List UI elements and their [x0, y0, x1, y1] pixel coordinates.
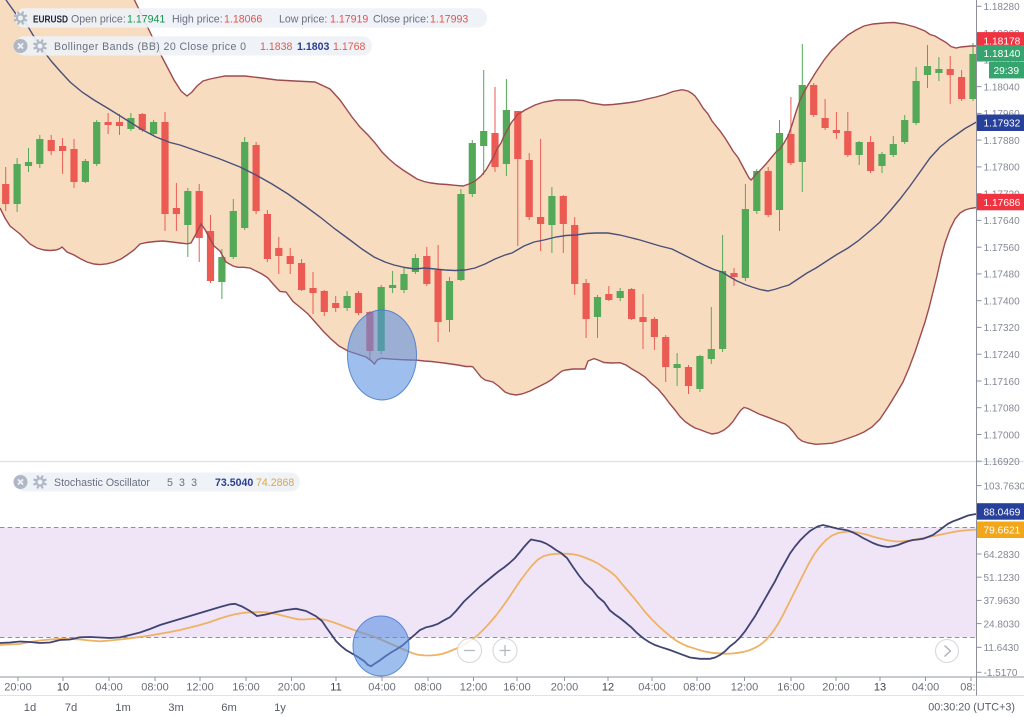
svg-text:12:00: 12:00: [460, 682, 488, 694]
svg-text:04:00: 04:00: [912, 682, 940, 694]
svg-text:29:39: 29:39: [994, 66, 1020, 77]
svg-text:1.17160: 1.17160: [984, 377, 1021, 388]
svg-text:16:00: 16:00: [777, 682, 805, 694]
svg-text:20:00: 20:00: [4, 682, 32, 694]
svg-text:1.16920: 1.16920: [984, 457, 1021, 468]
svg-text:3m: 3m: [168, 702, 184, 714]
svg-text:04:00: 04:00: [368, 682, 396, 694]
svg-text:11.6430: 11.6430: [984, 643, 1020, 654]
svg-text:1.17320: 1.17320: [984, 323, 1021, 334]
svg-text:12:00: 12:00: [186, 682, 214, 694]
svg-text:1.17686: 1.17686: [984, 198, 1021, 209]
svg-text:51.1230: 51.1230: [984, 573, 1021, 584]
svg-text:7d: 7d: [65, 702, 77, 714]
svg-text:1m: 1m: [115, 702, 131, 714]
svg-text:16:00: 16:00: [503, 682, 531, 694]
svg-text:88.0469: 88.0469: [984, 507, 1021, 518]
svg-text:20:00: 20:00: [278, 682, 306, 694]
svg-text:16:00: 16:00: [232, 682, 260, 694]
svg-text:1.17480: 1.17480: [984, 270, 1021, 281]
svg-text:1y: 1y: [274, 702, 286, 714]
svg-text:1.18040: 1.18040: [984, 82, 1021, 93]
svg-text:1.17400: 1.17400: [984, 297, 1021, 308]
svg-text:1.18280: 1.18280: [984, 2, 1021, 13]
svg-text:12: 12: [602, 682, 614, 694]
svg-text:-1.5170: -1.5170: [984, 668, 1018, 679]
svg-text:1.17880: 1.17880: [984, 136, 1021, 147]
svg-text:08:00: 08:00: [414, 682, 442, 694]
svg-text:1.18178: 1.18178: [984, 36, 1021, 47]
svg-text:103.7630: 103.7630: [984, 481, 1024, 492]
svg-text:1.18140: 1.18140: [984, 49, 1021, 60]
svg-text:1.17640: 1.17640: [984, 216, 1021, 227]
svg-text:00:30:20 (UTC+3): 00:30:20 (UTC+3): [928, 702, 1015, 714]
svg-text:1.17932: 1.17932: [984, 119, 1021, 130]
svg-text:08:0: 08:0: [960, 682, 981, 694]
svg-text:13: 13: [874, 682, 886, 694]
svg-text:79.6621: 79.6621: [984, 526, 1021, 537]
svg-text:1d: 1d: [24, 702, 36, 714]
svg-text:6m: 6m: [221, 702, 237, 714]
svg-text:1.17000: 1.17000: [984, 430, 1021, 441]
svg-text:04:00: 04:00: [638, 682, 666, 694]
svg-text:08:00: 08:00: [683, 682, 711, 694]
svg-text:37.9630: 37.9630: [984, 596, 1021, 607]
svg-text:08:00: 08:00: [141, 682, 169, 694]
svg-text:Bollinger Bands (BB) 20 Close: Bollinger Bands (BB) 20 Close price 0 1.1…: [54, 41, 366, 53]
svg-text:04:00: 04:00: [95, 682, 123, 694]
svg-text:24.8030: 24.8030: [984, 619, 1021, 630]
svg-text:1.17240: 1.17240: [984, 350, 1021, 361]
svg-text:1.17080: 1.17080: [984, 404, 1021, 415]
svg-text:10: 10: [57, 682, 69, 694]
svg-text:12:00: 12:00: [731, 682, 759, 694]
svg-text:11: 11: [330, 682, 341, 694]
svg-text:1.17560: 1.17560: [984, 243, 1021, 254]
svg-text:20:00: 20:00: [551, 682, 579, 694]
svg-text:20:00: 20:00: [822, 682, 850, 694]
svg-text:1.17800: 1.17800: [984, 163, 1021, 174]
svg-text:64.2830: 64.2830: [984, 550, 1021, 561]
